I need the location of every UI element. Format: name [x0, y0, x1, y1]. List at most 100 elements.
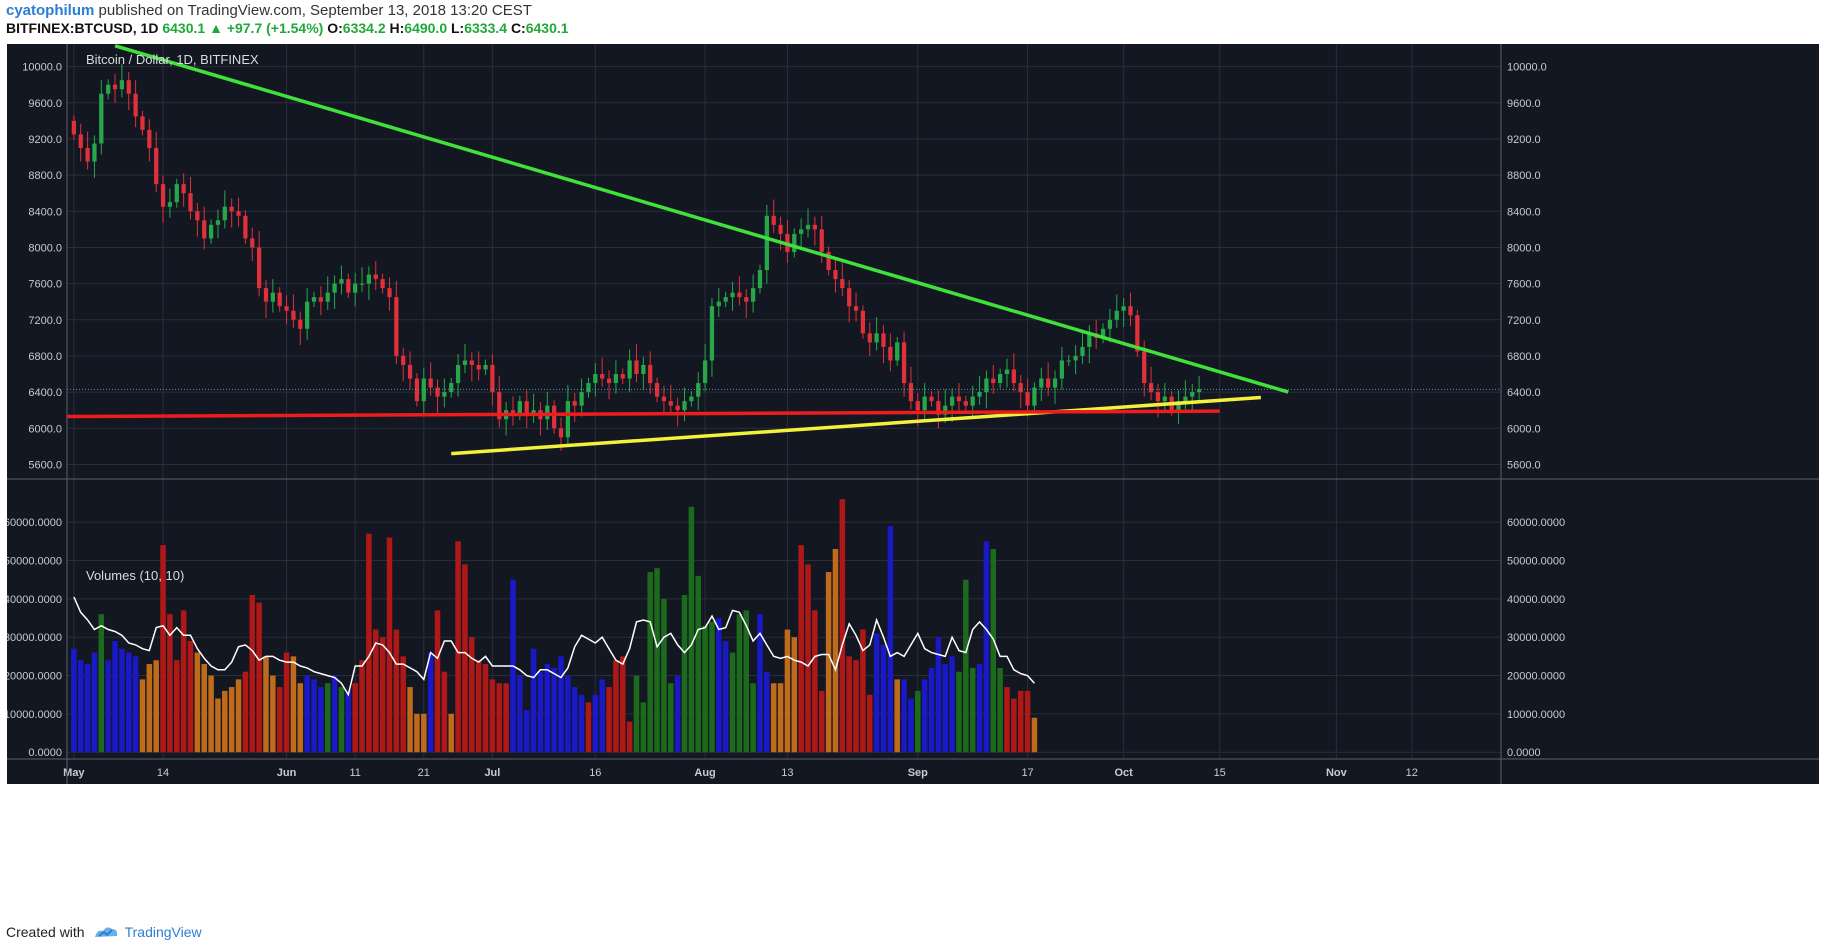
volume-bar — [818, 690, 825, 753]
volume-bar — [942, 664, 948, 753]
candle-body — [1087, 333, 1092, 347]
volume-bar — [91, 652, 98, 753]
volume-bar — [338, 687, 345, 753]
candle-body — [140, 116, 145, 130]
volume-bar — [757, 614, 763, 753]
volume-bar — [709, 621, 715, 753]
volume-tick-right: 20000.0000 — [1507, 671, 1565, 683]
chart-canvas[interactable]: 10000.0 10000.0 9600.0 9600.0 9200.0 9200.0 88… — [7, 44, 1819, 914]
high-value: 6490.0 — [404, 20, 448, 36]
volume-bar — [633, 675, 640, 753]
candle-body — [853, 306, 859, 311]
candle-body — [840, 279, 845, 289]
up-arrow-icon: ▲ — [209, 20, 223, 36]
volume-bar — [695, 575, 701, 753]
volume-bar — [71, 648, 77, 753]
volume-bar — [770, 683, 777, 753]
candle-body — [449, 383, 454, 393]
candle-body — [716, 301, 721, 307]
candle-body — [888, 346, 893, 361]
volume-tick-right: 40000.0000 — [1507, 594, 1565, 606]
volume-bar — [805, 564, 811, 753]
volume-bar — [366, 533, 372, 753]
volume-bar — [558, 656, 564, 753]
candle-body — [112, 84, 118, 90]
volume-bar — [469, 637, 475, 753]
volume-tick-right: 50000.0000 — [1507, 556, 1565, 568]
price-tick-left: 8800.0 — [28, 170, 62, 182]
volume-bar — [935, 637, 942, 753]
volume-bar — [462, 564, 468, 753]
volume-bar — [585, 702, 592, 753]
tradingview-link[interactable]: TradingView — [124, 924, 202, 940]
candle-body — [970, 396, 975, 406]
time-tick-label: Nov — [1326, 767, 1348, 779]
volume-bar — [345, 690, 352, 753]
time-tick-label: Jul — [484, 767, 500, 779]
candle-body — [305, 301, 310, 329]
candle-body — [277, 292, 282, 307]
change-value: +97.7 (+1.54%) — [226, 20, 324, 36]
candle-body — [78, 134, 83, 148]
open-label: O: — [327, 20, 343, 36]
candle-body — [860, 310, 866, 334]
candle-body — [1032, 387, 1037, 406]
volume-bar — [517, 675, 523, 753]
volume-tick-left: 20000.0000 — [7, 671, 62, 683]
time-tick-label: Oct — [1114, 767, 1133, 779]
volume-bar — [620, 656, 626, 753]
volume-bar — [1017, 690, 1024, 753]
candle-body — [757, 270, 763, 289]
candle-body — [229, 206, 234, 212]
candle-body — [394, 297, 399, 356]
candle-body — [1135, 315, 1140, 352]
candle-body — [167, 202, 173, 207]
volume-bar — [949, 656, 955, 753]
candle-body — [929, 396, 934, 402]
candle-body — [421, 378, 426, 402]
published-text: published on TradingView.com, September … — [98, 2, 532, 19]
low-value: 6333.4 — [464, 20, 508, 36]
author-link[interactable]: cyatophilum — [6, 2, 95, 19]
candle-body — [387, 288, 392, 298]
candle-body — [325, 292, 330, 302]
candle-body — [675, 405, 680, 411]
yellow-support-trendline — [451, 395, 1261, 456]
candle-body — [483, 364, 488, 370]
volume-bar — [208, 675, 214, 753]
volume-bar — [482, 664, 489, 753]
created-with-text: Created with — [6, 924, 85, 940]
candle-body — [908, 383, 914, 402]
volume-bar — [784, 629, 791, 753]
volume-bar — [523, 710, 530, 753]
candle-body — [819, 229, 824, 252]
volume-bar — [743, 610, 750, 753]
volume-bar — [571, 687, 578, 753]
candle-body — [1046, 378, 1051, 388]
below-chart — [7, 784, 1819, 914]
volume-bar — [613, 660, 619, 753]
candle-body — [1176, 401, 1181, 411]
candle-body — [627, 360, 632, 379]
price-tick-left: 7600.0 — [28, 279, 62, 291]
volume-bar — [393, 629, 400, 753]
volume-bar — [352, 683, 358, 753]
volume-bar — [153, 660, 159, 753]
volume-bar — [915, 690, 921, 753]
volume-tick-left: 50000.0000 — [7, 556, 62, 568]
candle-body — [133, 93, 138, 117]
volume-bar — [681, 595, 688, 753]
candle-body — [1004, 369, 1010, 375]
candle-body — [318, 297, 323, 302]
volume-bar — [194, 652, 201, 753]
volume-tick-right: 30000.0000 — [1507, 632, 1565, 644]
price-tick-left: 6400.0 — [28, 387, 62, 399]
volume-bar — [668, 683, 674, 753]
candle-body — [805, 224, 811, 230]
candle-body — [723, 297, 728, 302]
volume-bar — [956, 671, 962, 753]
candle-body — [1073, 355, 1078, 361]
candle-body — [1142, 351, 1147, 384]
candle-body — [792, 233, 797, 252]
volume-bar — [132, 656, 139, 753]
